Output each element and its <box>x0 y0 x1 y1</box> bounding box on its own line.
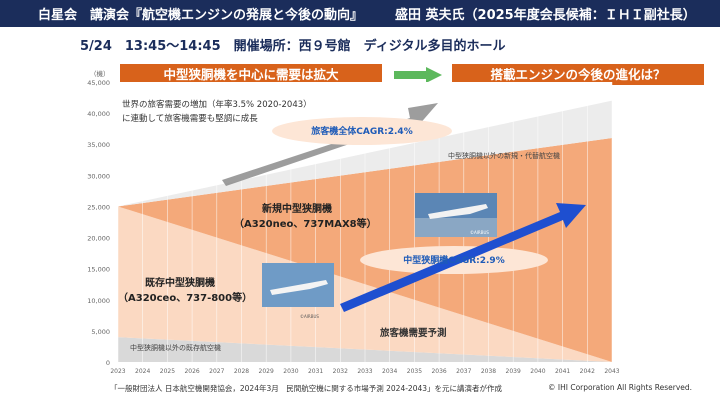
aircraft-demand-chart: 0 5,000 10,000 15,000 20,000 25,000 30,000 35,0… <box>87 69 620 375</box>
x-tick-label: 2034 <box>382 368 397 375</box>
cagr-narrowbody-label: 中型狭胴機CAGR:2.9% <box>403 254 504 266</box>
y-tick-label: 20,000 <box>87 235 110 243</box>
label-existing-narrowbody-models: （A320ceo、737-800等） <box>118 291 252 304</box>
label-existing-narrowbody: 既存中型狭胴機 <box>145 276 215 289</box>
cagr-all-ellipse <box>272 117 452 145</box>
x-tick-label: 2036 <box>431 368 446 375</box>
y-tick-label: 45,000 <box>87 79 110 87</box>
copyright: © IHI Corporation All Rights Reserved. <box>548 383 693 392</box>
growth-text-line1: 世界の旅客需要の増加（年率3.5% 2020-2043） <box>122 99 312 110</box>
y-tick-label: 40,000 <box>87 110 110 118</box>
y-tick-label: 30,000 <box>87 172 110 180</box>
x-tick-label: 2043 <box>604 368 619 375</box>
x-tick-label: 2028 <box>234 368 249 375</box>
x-tick-label: 2038 <box>481 368 496 375</box>
right-arrow-icon <box>394 67 442 83</box>
grey-growth-arrow-icon <box>222 103 438 186</box>
airplane-existing-icon <box>270 280 328 295</box>
x-tick-label: 2024 <box>135 368 150 375</box>
x-tick-label: 2040 <box>530 368 545 375</box>
speaker-name: 盛田 英夫氏（2025年度会長候補：ＩＨＩ副社長） <box>395 8 696 23</box>
y-tick-label: 10,000 <box>87 297 110 305</box>
growth-text-line2: に連動して旅客機需要も堅調に成長 <box>122 113 258 124</box>
x-tick-label: 2035 <box>407 368 422 375</box>
lecture-title: 白星会 講演会『航空機エンジンの発展と今後の動向』 <box>38 8 364 23</box>
x-tick-label: 2027 <box>209 368 224 375</box>
x-tick-label: 2025 <box>160 368 175 375</box>
cagr-all-label: 旅客機全体CAGR:2.4% <box>311 125 412 137</box>
y-tick-label: 35,000 <box>87 141 110 149</box>
y-tick-label: 15,000 <box>87 266 110 274</box>
source-note: 「一般財団法人 日本航空機開発協会，2024年3月 民間航空機に関する市場予測 … <box>110 384 503 393</box>
forecast-label: 旅客機需要予測 <box>380 327 447 339</box>
x-tick-label: 2026 <box>184 368 199 375</box>
label-non-narrowbody-new: 中型狭胴機以外の新規・代替航空機 <box>448 151 560 160</box>
x-tick-label: 2033 <box>357 368 372 375</box>
label-non-narrowbody-existing: 中型狭胴機以外の既存航空機 <box>130 343 221 352</box>
x-tick-label: 2030 <box>283 368 298 375</box>
y-unit-label: （機） <box>90 69 110 78</box>
event-schedule: 5/24 13:45～14:45 開催場所：西９号館 ディジタル多目的ホール <box>80 39 506 54</box>
x-tick-label: 2039 <box>506 368 521 375</box>
banner-demand-growth: 中型狭胴機を中心に需要は拡大 <box>120 64 382 85</box>
airplane-new-icon <box>428 204 488 219</box>
blue-growth-arrow-icon <box>340 203 586 312</box>
label-new-narrowbody-models: （A320neo、737MAX8等） <box>234 217 377 230</box>
y-tick-label: 5,000 <box>91 328 110 336</box>
airplane-photo-new-ground <box>415 218 497 237</box>
y-tick-label: 25,000 <box>87 203 110 211</box>
x-tick-label: 2031 <box>308 368 323 375</box>
airbus-credit-new: ©AIRBUS <box>470 230 489 235</box>
x-tick-label: 2032 <box>333 368 348 375</box>
banner-engine-evolution: 搭載エンジンの今後の進化は？ <box>452 64 704 85</box>
label-new-narrowbody: 新規中型狭胴機 <box>262 202 332 215</box>
x-tick-label: 2041 <box>555 368 570 375</box>
airbus-credit-existing: ©AIRBUS <box>300 314 319 319</box>
x-tick-label: 2029 <box>259 368 274 375</box>
x-tick-label: 2037 <box>456 368 471 375</box>
x-tick-label: 2023 <box>110 368 125 375</box>
y-tick-label: 0 <box>106 359 110 367</box>
header-bar: 白星会 講演会『航空機エンジンの発展と今後の動向』 盛田 英夫氏（2025年度会… <box>0 0 720 27</box>
x-tick-label: 2042 <box>580 368 595 375</box>
